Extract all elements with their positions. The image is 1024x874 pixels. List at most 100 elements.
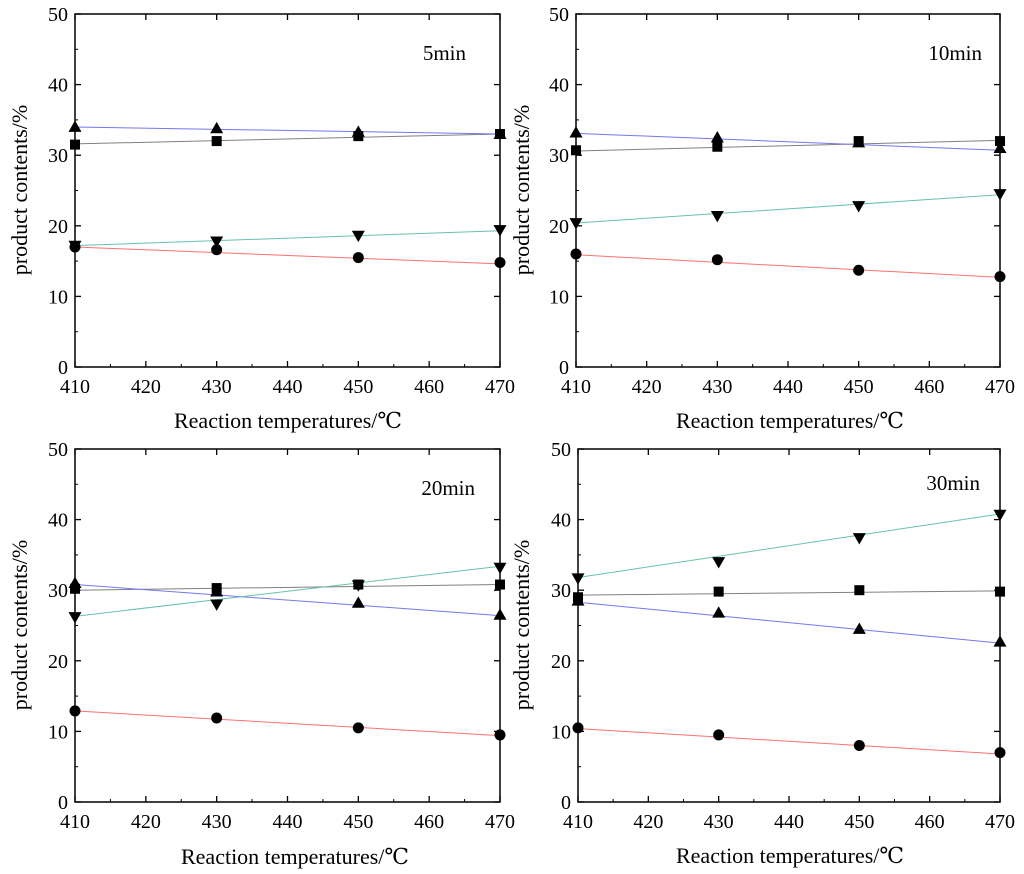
data-point-triangle-down <box>210 599 224 611</box>
fit-line-triangle-up <box>74 126 501 135</box>
data-point-triangle-up <box>993 141 1007 154</box>
data-point-square <box>70 139 80 150</box>
data-point-triangle-down <box>852 201 866 213</box>
x-tick-label: 410 <box>561 376 591 398</box>
x-tick-label: 450 <box>343 811 373 833</box>
data-point-square <box>211 136 222 147</box>
y-tick-label: 10 <box>48 286 68 308</box>
x-tick-label: 430 <box>702 376 732 398</box>
data-point-triangle-down <box>993 509 1007 522</box>
x-tick-label: 450 <box>844 376 874 398</box>
x-tick-label: 420 <box>632 376 662 398</box>
x-tick-label: 460 <box>915 811 945 833</box>
plot-frame <box>577 448 1001 803</box>
data-point-circle <box>494 729 506 741</box>
x-tick-label: 430 <box>202 376 232 398</box>
data-point-triangle-up <box>852 135 866 148</box>
x-tick-label: 470 <box>485 811 515 833</box>
data-point-triangle-down <box>493 225 507 237</box>
axis-ticks: 410 420 430 440 450 460 470 0 10 20 30 40 50 <box>551 439 1015 833</box>
data-point-triangle-up <box>351 596 365 608</box>
series-layer <box>569 126 1007 283</box>
y-tick-label: 20 <box>551 651 571 673</box>
x-tick-label: 470 <box>485 376 515 398</box>
y-tick-label: 50 <box>48 439 68 461</box>
y-tick-label: 20 <box>48 216 68 238</box>
data-point-triangle-up <box>210 121 224 134</box>
y-tick-label: 50 <box>549 4 569 26</box>
x-axis-label: Reaction temperatures/℃ <box>181 844 409 869</box>
data-point-triangle-down <box>710 211 724 223</box>
series-layer <box>68 120 507 269</box>
x-tick-label: 460 <box>414 811 444 833</box>
data-point-triangle-up <box>569 126 583 138</box>
y-tick-label: 30 <box>48 145 68 167</box>
fit-line-triangle-down <box>577 513 1001 578</box>
y-tick-label: 40 <box>48 75 68 97</box>
data-point-circle <box>352 252 364 264</box>
x-tick-label: 460 <box>414 376 444 398</box>
data-point-circle <box>211 712 223 724</box>
data-point-circle <box>572 722 584 734</box>
data-point-square <box>854 585 865 596</box>
series-layer <box>68 562 507 741</box>
y-tick-label: 30 <box>551 580 571 602</box>
data-point-triangle-down <box>351 580 365 592</box>
fit-line-triangle-down <box>74 230 501 247</box>
fit-line-triangle-up <box>575 132 1001 151</box>
fit-line-triangle-up <box>577 601 1001 644</box>
panel-title: 5min <box>423 41 467 65</box>
fit-line-circle <box>74 710 501 737</box>
data-point-triangle-down <box>571 573 585 585</box>
data-point-circle <box>69 241 81 253</box>
panel-10min: 10min Reaction temperatures/℃ product co… <box>509 4 1015 433</box>
data-point-triangle-down <box>852 533 866 545</box>
data-point-circle <box>352 722 364 734</box>
data-point-triangle-down <box>493 562 507 575</box>
data-point-triangle-up <box>571 594 585 606</box>
x-tick-label: 470 <box>985 811 1015 833</box>
y-axis-label: product contents/% <box>509 540 534 710</box>
y-tick-label: 0 <box>559 357 569 379</box>
y-tick-label: 0 <box>561 792 571 814</box>
fit-line-square <box>74 133 501 145</box>
y-tick-label: 30 <box>48 580 68 602</box>
fit-line-circle <box>74 246 501 265</box>
data-point-square <box>571 145 581 156</box>
data-point-triangle-up <box>493 127 507 139</box>
data-point-circle <box>570 248 582 260</box>
data-point-triangle-down <box>68 612 82 624</box>
x-tick-label: 440 <box>774 811 804 833</box>
data-point-triangle-down <box>712 557 726 569</box>
axis-ticks: 410 420 430 440 450 460 470 0 10 20 30 40 50 <box>549 4 1015 398</box>
x-tick-label: 440 <box>273 376 303 398</box>
fit-line-square <box>575 139 1001 152</box>
y-tick-label: 10 <box>551 721 571 743</box>
y-axis-label: product contents/% <box>7 105 32 275</box>
plot-frame <box>74 13 501 368</box>
y-tick-label: 30 <box>549 145 569 167</box>
data-point-square <box>995 586 1005 597</box>
data-point-triangle-down <box>569 218 583 230</box>
y-tick-label: 20 <box>549 216 569 238</box>
y-tick-label: 0 <box>58 792 68 814</box>
x-tick-label: 450 <box>844 811 874 833</box>
axis-ticks: 410 420 430 440 450 460 470 0 10 20 30 40 50 <box>48 4 515 398</box>
x-axis-label: Reaction temperatures/℃ <box>676 408 904 433</box>
x-tick-label: 410 <box>60 376 90 398</box>
fit-line-circle <box>577 728 1001 755</box>
x-tick-label: 450 <box>343 376 373 398</box>
data-point-triangle-up <box>712 606 726 618</box>
y-tick-label: 40 <box>549 75 569 97</box>
data-point-triangle-up <box>351 125 365 137</box>
fit-line-triangle-up <box>74 584 501 617</box>
x-tick-label: 410 <box>60 811 90 833</box>
y-tick-label: 50 <box>551 439 571 461</box>
y-tick-label: 10 <box>48 721 68 743</box>
data-point-circle <box>211 244 223 256</box>
data-point-circle <box>494 257 506 269</box>
fit-line-square <box>577 590 1001 596</box>
panel-20min: 20min Reaction temperatures/℃ product co… <box>7 439 515 869</box>
x-tick-label: 420 <box>131 811 161 833</box>
